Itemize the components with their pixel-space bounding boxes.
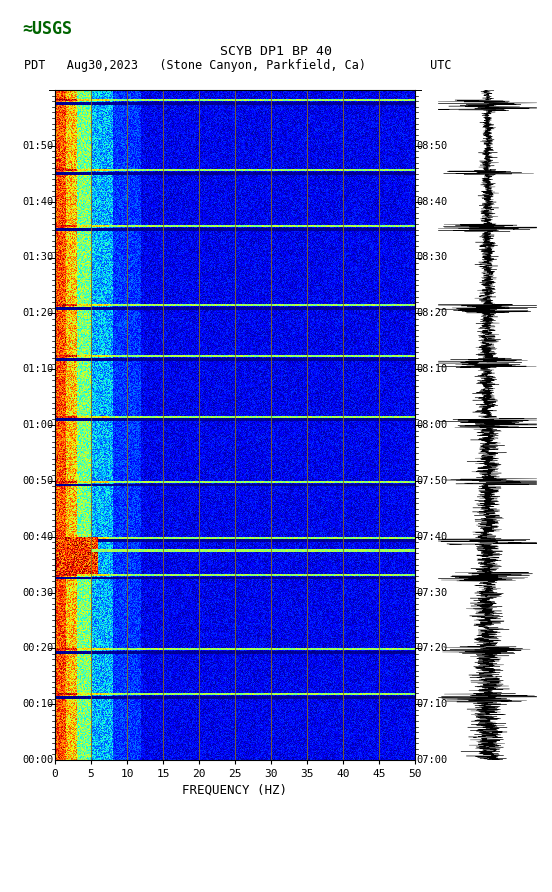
Text: 01:40: 01:40	[22, 196, 54, 207]
Text: SCYB DP1 BP 40: SCYB DP1 BP 40	[220, 45, 332, 58]
Text: 08:20: 08:20	[417, 309, 448, 318]
Text: 08:40: 08:40	[417, 196, 448, 207]
Text: 08:30: 08:30	[417, 252, 448, 262]
Text: 08:10: 08:10	[417, 364, 448, 374]
Text: 07:50: 07:50	[417, 475, 448, 486]
Text: 07:40: 07:40	[417, 532, 448, 541]
Text: 01:20: 01:20	[22, 309, 54, 318]
Text: 00:30: 00:30	[22, 588, 54, 598]
Text: PDT   Aug30,2023   (Stone Canyon, Parkfield, Ca)         UTC: PDT Aug30,2023 (Stone Canyon, Parkfield,…	[24, 59, 451, 71]
Text: 01:10: 01:10	[22, 364, 54, 374]
Text: 07:20: 07:20	[417, 643, 448, 653]
Text: 01:00: 01:00	[22, 420, 54, 430]
Text: 07:30: 07:30	[417, 588, 448, 598]
Text: 08:50: 08:50	[417, 141, 448, 151]
Text: 07:10: 07:10	[417, 699, 448, 709]
Text: 08:00: 08:00	[417, 420, 448, 430]
Text: 01:30: 01:30	[22, 252, 54, 262]
Text: 00:40: 00:40	[22, 532, 54, 541]
Text: 00:10: 00:10	[22, 699, 54, 709]
Text: 00:50: 00:50	[22, 475, 54, 486]
Text: 00:00: 00:00	[22, 755, 54, 765]
Text: 00:20: 00:20	[22, 643, 54, 653]
Text: 01:50: 01:50	[22, 141, 54, 151]
Text: ≈USGS: ≈USGS	[22, 20, 72, 37]
Text: 07:00: 07:00	[417, 755, 448, 765]
X-axis label: FREQUENCY (HZ): FREQUENCY (HZ)	[183, 783, 288, 797]
